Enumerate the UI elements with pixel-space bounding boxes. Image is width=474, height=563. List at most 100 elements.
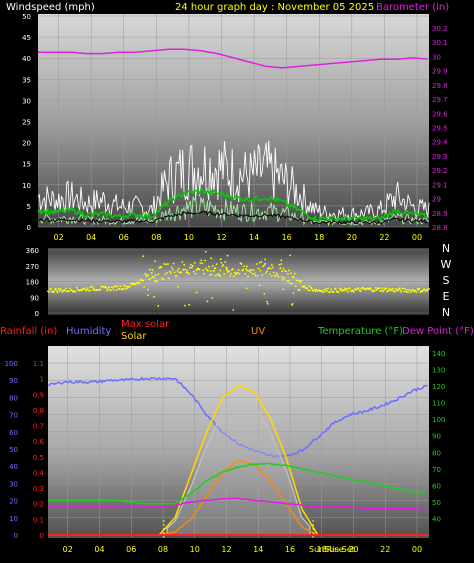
direction-point [48,291,50,293]
direction-point [255,263,258,265]
direction-point [310,286,312,289]
direction-point [180,271,183,274]
direction-point [107,287,109,290]
direction-point [198,268,201,271]
direction-point [116,285,119,288]
barometer-tick-label: 29.4 [432,139,448,147]
direction-point [153,279,156,282]
rain-tick-label: 0.4 [33,469,45,477]
direction-point [154,260,157,263]
x-tick-label: 02 [63,545,73,554]
direction-point [232,275,235,278]
direction-point [306,287,308,290]
direction-point [362,287,365,289]
direction-point [203,272,206,275]
direction-point [370,287,372,290]
direction-point [337,291,340,293]
barometer-tick-label: 29.1 [432,181,448,189]
direction-point [303,285,306,287]
direction-point [403,290,406,293]
wind-tick-label: 40 [22,55,31,63]
direction-letter: N [442,306,450,319]
direction-point [286,280,288,282]
humidity-tick-label: 50 [9,446,18,454]
direction-point [294,285,297,288]
temp-tick-label: 90 [432,433,441,441]
direction-point [219,275,221,278]
direction-point [147,274,149,276]
direction-point [292,292,295,294]
direction-point [417,288,420,291]
direction-point [186,269,189,272]
direction-point [257,267,260,270]
barometer-tick-label: 29 [432,196,441,204]
direction-point [332,291,335,293]
direction-point [251,273,254,275]
direction-point [359,290,362,293]
direction-point [190,266,193,269]
x-tick-label: 06 [126,545,136,554]
direction-point [351,289,354,292]
direction-point [60,289,63,291]
x-tick-label: 12 [221,545,231,554]
direction-point [105,286,107,289]
direction-point [289,282,291,284]
direction-point [110,289,112,292]
direction-point [339,289,342,292]
direction-point [219,258,222,261]
wind-tick-label: 25 [22,119,31,127]
sunrise-label: Sun Rise [309,545,344,554]
direction-point [70,289,73,292]
direction-point [249,269,251,271]
direction-point [334,287,337,290]
direction-point [381,287,384,290]
direction-point [411,288,414,291]
direction-point [54,287,57,290]
wind-tick-label: 30 [22,97,31,105]
direction-point [190,264,192,266]
direction-point [308,285,310,288]
wind-x-tick-label: 14 [249,233,259,242]
direction-point [250,268,253,271]
direction-point [152,276,155,279]
direction-point [288,269,290,272]
direction-point [292,276,295,279]
rain-tick-label: 0.9 [33,391,44,399]
direction-point [266,270,268,273]
temp-tick-label: 140 [432,350,445,358]
direction-point [326,290,328,292]
direction-point [69,287,71,290]
rain-tick-label: 0.5 [33,454,44,462]
direction-point [91,289,94,291]
direction-point [147,294,149,296]
humidity-tick-label: 100 [5,360,18,368]
direction-point [253,272,256,275]
direction-point [108,286,110,289]
wind-tick-label: 35 [22,76,31,84]
direction-point [258,261,261,264]
direction-point [173,271,176,274]
direction-point [344,287,347,290]
direction-letter: S [443,274,450,287]
direction-point [347,290,349,293]
direction-point [270,275,273,277]
direction-point [391,287,394,290]
direction-point [229,275,231,277]
direction-point [211,297,214,299]
direction-point [175,275,178,277]
direction-point [208,265,210,268]
graph-title: 24 hour graph day : November 05 2025 [175,2,374,13]
direction-letter: N [442,242,450,255]
direction-point [215,263,218,265]
direction-point [188,272,190,275]
direction-point [299,281,302,284]
direction-point [75,286,78,289]
direction-point [426,289,428,292]
direction-point [62,290,65,293]
wind-tick-label: 0 [27,224,31,232]
direction-point [399,289,402,292]
direction-point [214,274,217,277]
direction-point [64,290,66,292]
direction-point [144,272,147,275]
direction-point [157,305,160,307]
